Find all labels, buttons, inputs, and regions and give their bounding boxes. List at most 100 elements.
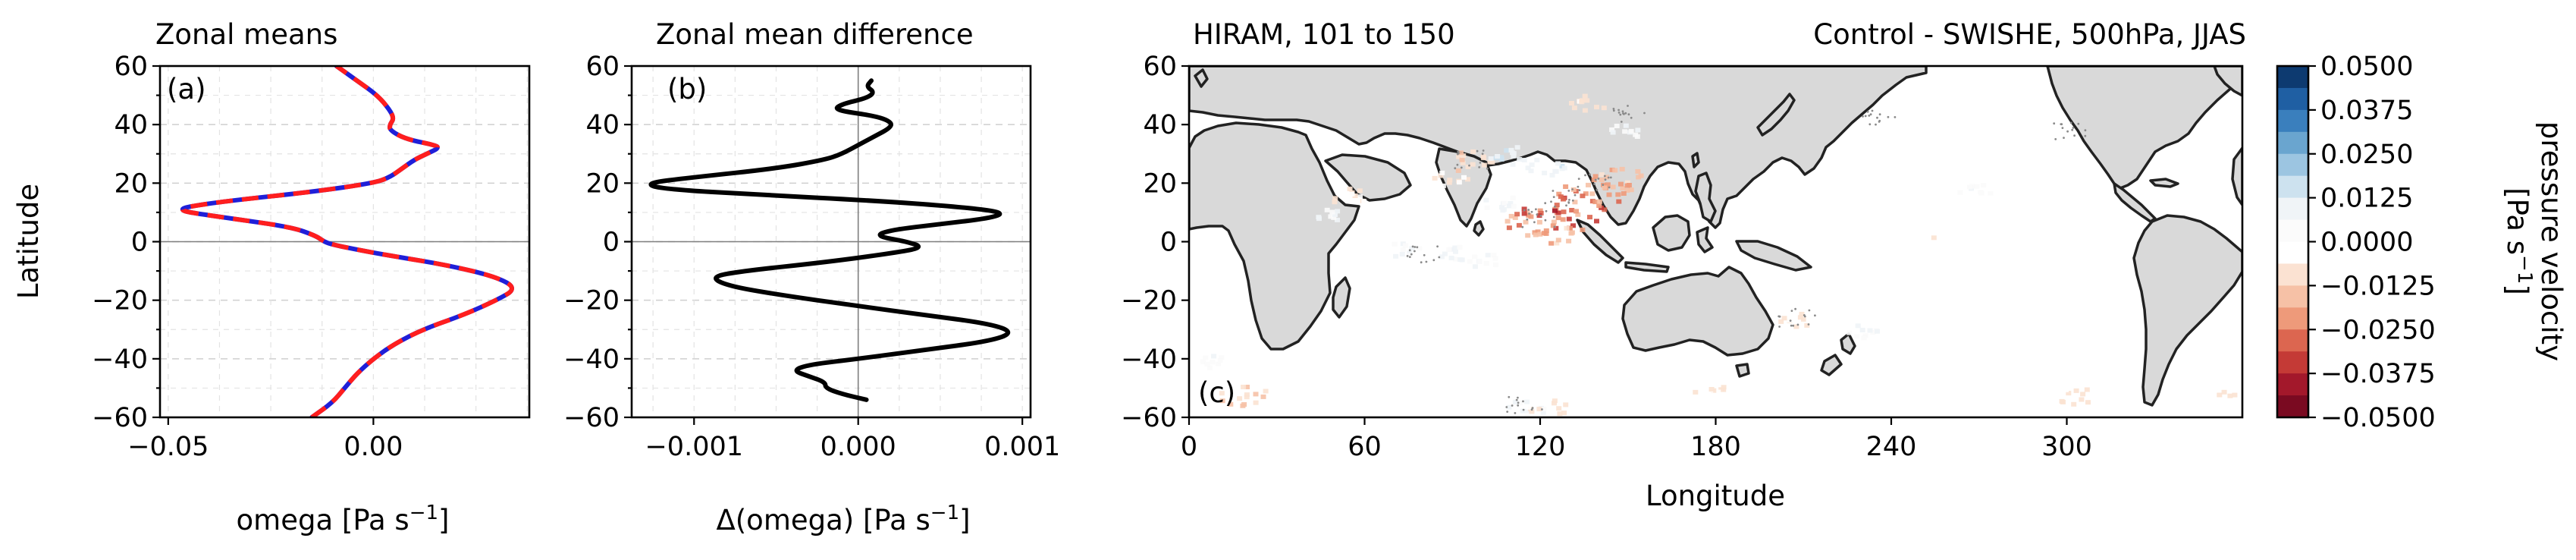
colorbar-block <box>2277 153 2308 177</box>
anomaly-cell <box>1612 168 1618 173</box>
panel-a-xtick-label: 0.00 <box>344 432 403 462</box>
anomaly-cell <box>1407 250 1413 256</box>
stipple-dot <box>1406 255 1409 257</box>
anomaly-cell <box>1974 184 1980 189</box>
anomaly-cell <box>1457 257 1464 263</box>
anomaly-cell <box>2217 392 2223 398</box>
anomaly-cell <box>1446 247 1452 252</box>
anomaly-cell <box>2063 387 2069 392</box>
anomaly-cell <box>1470 149 1476 154</box>
anomaly-cell <box>1217 358 1223 363</box>
stipple-dot <box>1414 246 1417 248</box>
panel-b-title: Zonal mean difference <box>656 18 974 51</box>
anomaly-cell <box>2066 391 2072 396</box>
panel-c-ticks: −60 −40 −20 0 20 40 60 0 60 120 180 240 300 <box>1121 52 2092 462</box>
stipple-dot <box>1515 398 1518 401</box>
anomaly-cell <box>2221 389 2227 395</box>
anomaly-cell <box>1402 243 1408 248</box>
panel-a: Zonal means −60 −40 −20 0 20 40 60 −0.05 0.00 (a… <box>12 18 531 536</box>
anomaly-cell <box>1569 101 1574 105</box>
anomaly-cell <box>1721 385 1727 390</box>
anomaly-cell <box>1635 168 1641 174</box>
anomaly-cell <box>1616 199 1622 204</box>
anomaly-cell <box>1455 168 1461 173</box>
anomaly-cell <box>1941 230 1947 235</box>
colorbar-block <box>2277 329 2308 352</box>
anomaly-cell <box>1461 175 1467 180</box>
anomaly-cell <box>1855 323 1861 329</box>
anomaly-cell <box>1721 387 1727 392</box>
anomaly-cell <box>2084 387 2090 392</box>
stipple-dot <box>1607 176 1610 179</box>
anomaly-cell <box>1514 145 1520 150</box>
anomaly-cell <box>1621 191 1627 196</box>
panel-c-title-right: Control - SWISHE, 500hPa, JJAS <box>1813 18 2246 51</box>
panel-c-ytick-label: −60 <box>1121 403 1177 433</box>
stipple-dot <box>1796 323 1799 326</box>
anomaly-cell <box>1572 200 1578 205</box>
anomaly-cell <box>1332 200 1338 205</box>
stipple-dot <box>1521 225 1524 228</box>
anomaly-cell <box>1536 407 1542 411</box>
stipple-dot <box>1619 113 1622 116</box>
colorbar-tick-label: 0.0125 <box>2320 184 2413 214</box>
anomaly-cell <box>1778 319 1784 324</box>
anomaly-cell <box>1566 216 1572 222</box>
anomaly-cell <box>1514 212 1520 217</box>
stipple-dot <box>1420 261 1423 264</box>
stipple-dot <box>1617 109 1621 112</box>
anomaly-cell <box>1516 222 1522 228</box>
anomaly-cell <box>1331 215 1337 220</box>
anomaly-cell <box>1467 259 1473 264</box>
anomaly-cell <box>1599 178 1605 182</box>
anomaly-cell <box>1552 208 1558 213</box>
stipple-dot <box>1552 216 1555 219</box>
panel-b-xlabel-exp: −1 <box>930 502 959 524</box>
stipple-dot <box>1807 323 1810 326</box>
panel-b-ytick-label: 40 <box>585 110 620 140</box>
landmass-taiwan <box>1691 152 1700 168</box>
anomaly-cell <box>1582 108 1588 113</box>
anomaly-cell <box>1549 172 1555 178</box>
anomaly-cell <box>1461 153 1467 159</box>
anomaly-cell <box>1483 197 1489 203</box>
anomaly-cell <box>1599 172 1605 177</box>
anomaly-cell <box>1472 264 1478 269</box>
panel-b-xlabel-end: ] <box>959 504 970 536</box>
panel-a-ytick-label: 20 <box>114 168 148 199</box>
stipple-dot <box>1565 204 1567 207</box>
anomaly-cell <box>1931 235 1937 241</box>
stipple-dot <box>1457 150 1460 153</box>
anomaly-cell <box>1551 219 1557 225</box>
stipple-dot <box>1539 215 1542 217</box>
colorbar-ticks: 0.0500 0.0375 0.0250 0.0125 0.0000 −0.0125 −0.… <box>2308 52 2436 433</box>
panel-a-xlabel-end: ] <box>438 504 449 536</box>
anomaly-cell <box>1556 406 1562 411</box>
anomaly-cell <box>1470 162 1476 167</box>
anomaly-cell <box>1554 203 1560 208</box>
stipple-dot <box>2084 129 2087 132</box>
panel-b-ytick-label: 20 <box>585 168 620 199</box>
anomaly-cell <box>1610 130 1616 135</box>
panel-b-xlabel: Δ(omega) [Pa s−1] <box>716 502 970 536</box>
anomaly-cell <box>1524 399 1530 404</box>
anomaly-cell <box>1535 229 1541 234</box>
anomaly-cell <box>2244 388 2249 392</box>
panel-c-ytick-label: 60 <box>1143 52 1177 82</box>
anomaly-cell <box>1635 127 1641 133</box>
stipple-dot <box>1577 185 1580 188</box>
anomaly-cell <box>1981 183 1987 188</box>
colorbar-tick-label: −0.0500 <box>2320 403 2436 433</box>
anomaly-cell <box>1523 219 1529 225</box>
colorbar-label: pressure velocity <box>2535 121 2568 361</box>
anomaly-cell <box>1537 208 1543 213</box>
anomaly-cell <box>1528 168 1534 174</box>
anomaly-cell <box>1606 192 1612 197</box>
colorbar-tick-label: 0.0250 <box>2320 140 2413 170</box>
panel-a-ytick-label: −20 <box>92 286 148 316</box>
landmass-greenland <box>2213 66 2242 97</box>
anomaly-cell <box>1488 156 1494 161</box>
anomaly-cell <box>1618 181 1624 187</box>
stipple-dot <box>1554 205 1556 208</box>
colorbar-block <box>2277 285 2308 308</box>
